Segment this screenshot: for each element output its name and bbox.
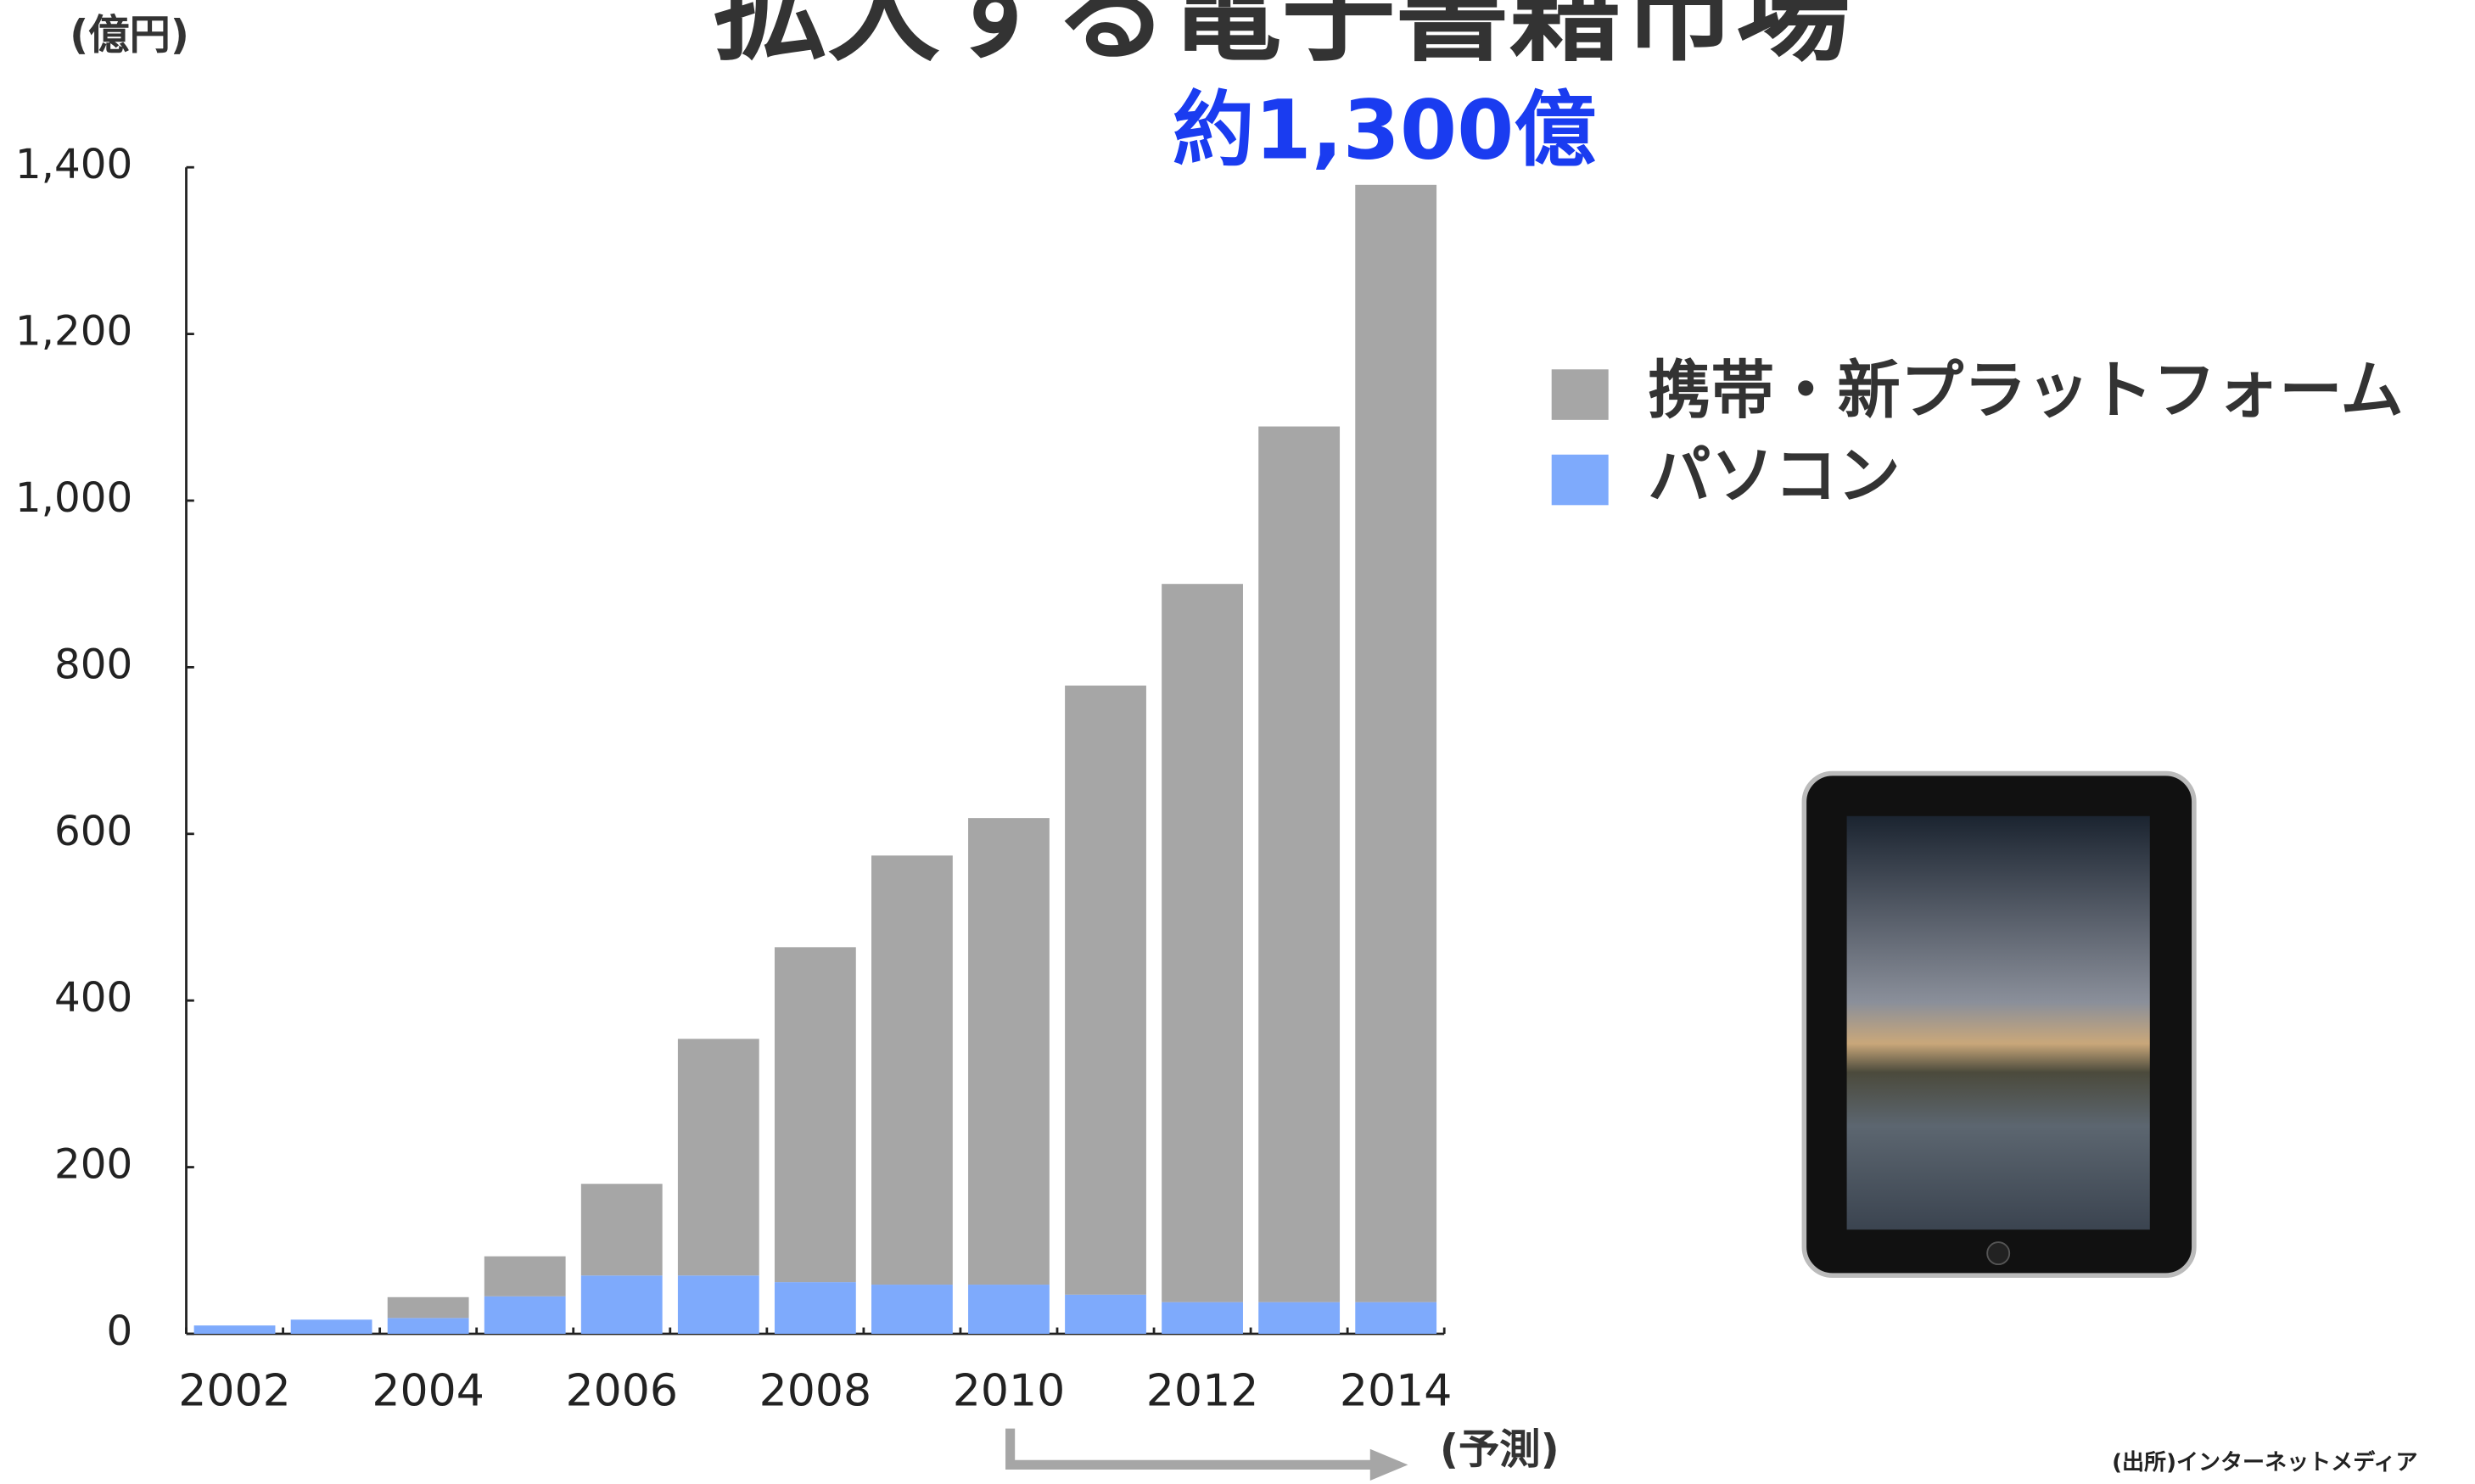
bar-segment: [484, 1296, 566, 1334]
x-tick-label: 2014: [1340, 1366, 1453, 1417]
bar-segment: [1355, 184, 1437, 1302]
legend-label: パソコン: [1648, 439, 1901, 512]
y-tick-label: 600: [54, 808, 132, 855]
y-tick-label: 400: [54, 974, 132, 1022]
ipad-image: [1801, 770, 2197, 1278]
forecast-label: (予測): [1440, 1426, 1559, 1474]
source: (出所)インターネットメディア: [2112, 1449, 2417, 1476]
y-tick-label: 800: [54, 641, 132, 688]
y-tick-label: 200: [54, 1141, 132, 1189]
bar-segment: [677, 1039, 759, 1276]
bar-segment: [387, 1296, 469, 1319]
bar-segment: [193, 1325, 276, 1334]
ipad-button: [1986, 1241, 2011, 1266]
x-tick-label: 2008: [759, 1366, 872, 1417]
bar-segment: [968, 1285, 1050, 1334]
annotation: 約1,300億: [1173, 81, 1596, 177]
y-tick-label: 1,000: [15, 474, 132, 522]
bar-segment: [871, 855, 953, 1285]
forecast-arrow: [1005, 1428, 1408, 1481]
y-tick-label: 0: [106, 1308, 132, 1355]
bar-segment: [774, 947, 856, 1283]
y-tick-label: 1,200: [15, 308, 132, 356]
arrow-head: [1369, 1448, 1408, 1481]
bar-segment: [774, 1282, 856, 1334]
x-tick-label: 2006: [565, 1366, 678, 1417]
legend-swatch: [1551, 454, 1609, 506]
bar-segment: [1065, 1294, 1146, 1334]
bar-segment: [1355, 1302, 1437, 1334]
bar-segment: [1258, 1302, 1341, 1334]
y-unit: (億円): [70, 12, 189, 59]
bar-segment: [580, 1184, 663, 1276]
bar-segment: [387, 1318, 469, 1334]
bar-segment: [1065, 685, 1146, 1295]
bar-segment: [484, 1256, 566, 1296]
chart-title: 拡大する電子書籍市場: [714, 0, 1850, 77]
bar-segment: [580, 1275, 663, 1334]
bar-segment: [677, 1275, 759, 1334]
bar-segment: [1162, 584, 1243, 1302]
arrow-line: [1005, 1428, 1377, 1470]
legend-label: 携帯・新プラットフォーム: [1648, 354, 2404, 428]
x-tick-label: 2010: [953, 1366, 1066, 1417]
ipad-screen: [1846, 815, 2150, 1230]
x-tick-label: 2012: [1146, 1366, 1259, 1417]
x-tick-label: 2004: [372, 1366, 484, 1417]
x-tick-label: 2002: [178, 1366, 291, 1417]
bar-segment: [968, 818, 1050, 1285]
bar-segment: [1258, 426, 1341, 1302]
bar-segment: [871, 1285, 953, 1334]
legend-swatch: [1551, 369, 1609, 420]
y-tick-label: 1,400: [15, 141, 132, 188]
bar-segment: [290, 1319, 372, 1334]
bar-segment: [1162, 1302, 1243, 1334]
